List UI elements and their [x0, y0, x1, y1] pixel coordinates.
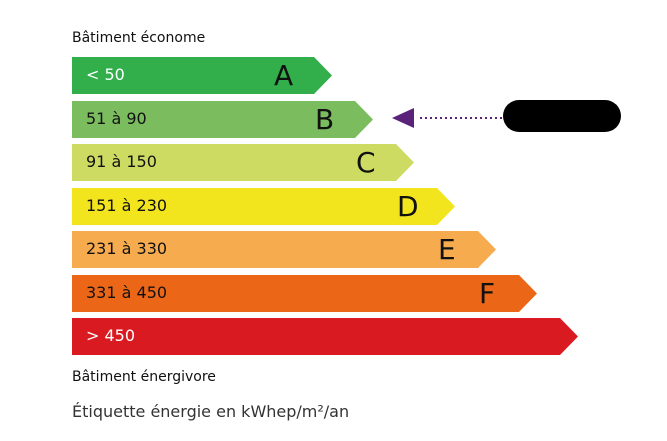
energy-class-bar: 331 à 450 F — [72, 274, 537, 312]
class-range: 151 à 230 — [86, 195, 168, 215]
energy-class-bar: 91 à 150 C — [72, 144, 414, 181]
class-range: > 450 — [86, 326, 136, 345]
unit-label: Étiquette énergie en kWhep/m²/an — [72, 402, 350, 421]
class-letter: E — [438, 233, 456, 266]
class-letter: B — [315, 102, 335, 136]
arrow-head-icon — [392, 108, 414, 128]
class-letter: C — [356, 146, 376, 179]
top-caption: Bâtiment économe — [72, 30, 206, 46]
energy-class-bar: 151 à 230 D — [72, 187, 455, 225]
rating-indicator-arrow — [392, 108, 502, 128]
class-range: 91 à 150 — [86, 152, 157, 171]
bottom-caption: Bâtiment énergivore — [72, 369, 216, 385]
bar-shape — [72, 144, 414, 181]
class-letter: F — [479, 276, 496, 310]
redacted-value — [503, 100, 621, 132]
class-range: 231 à 330 — [86, 239, 168, 258]
class-range: 51 à 90 — [86, 108, 147, 128]
class-range: 331 à 450 — [86, 282, 168, 302]
energy-class-bar: 231 à 330 E — [72, 231, 496, 268]
bar-shape — [72, 231, 496, 268]
bar-shape — [72, 57, 332, 94]
bar-shape — [72, 274, 537, 312]
bar-shape — [72, 318, 578, 355]
energy-class-bar: < 50 A — [72, 57, 332, 94]
class-letter: A — [274, 59, 294, 92]
energy-class-bar: > 450 — [72, 318, 578, 355]
class-range: < 50 — [86, 65, 125, 84]
class-letter: D — [397, 189, 419, 223]
bar-shape — [72, 100, 373, 138]
energy-class-bar: 51 à 90 B — [72, 100, 373, 138]
bar-shape — [72, 187, 455, 225]
